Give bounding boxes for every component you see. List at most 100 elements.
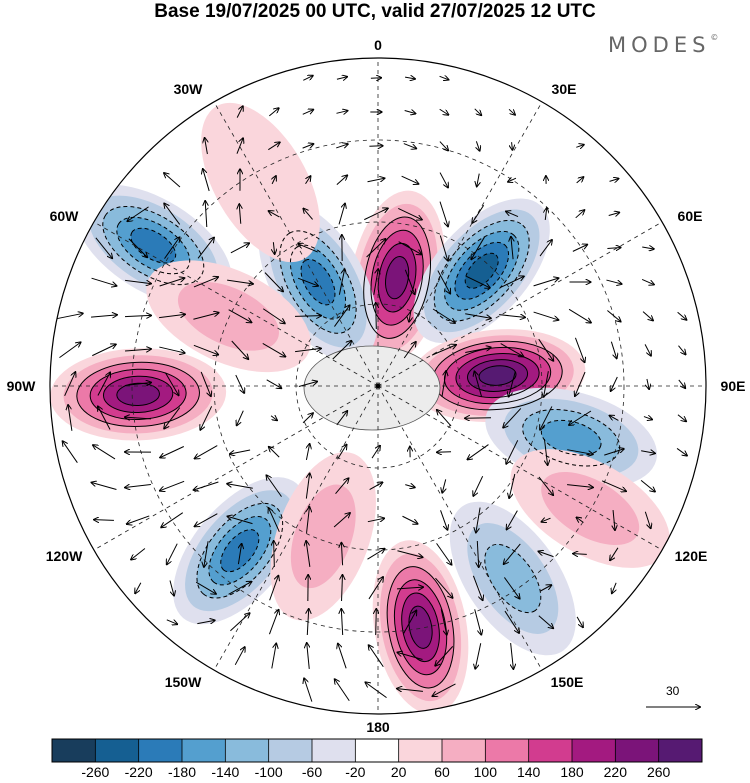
wind-arrow (612, 582, 617, 593)
lon-label-120w: 120W (45, 548, 83, 564)
wind-arrow (297, 277, 318, 286)
wind-arrow (164, 237, 179, 259)
wind-arrow (57, 313, 82, 320)
wind-arrow (678, 345, 685, 355)
wind-arrow (294, 316, 321, 317)
wind-arrow (573, 554, 587, 555)
wind-arrow (365, 682, 387, 699)
wind-arrow (397, 652, 423, 660)
wind-arrow (334, 305, 349, 327)
anomaly-center-5-negative (449, 501, 576, 656)
wind-arrow (167, 543, 178, 565)
wind-arrow (439, 141, 448, 151)
wind-arrow (369, 146, 382, 147)
wind-arrow (601, 480, 626, 491)
wind-arrow (396, 587, 423, 589)
wind-arrow (268, 610, 278, 635)
wind-arrow (338, 644, 347, 669)
wind-arrow (166, 619, 177, 624)
anomaly-band (541, 420, 602, 456)
anomaly-band (220, 529, 259, 572)
colorbar-tick-label: -220 (124, 764, 153, 780)
anomaly-contour-line (370, 229, 424, 326)
wind-arrow (542, 518, 551, 522)
wind-arrow (369, 645, 384, 668)
wind-arrow (262, 308, 285, 324)
wind-arrow (92, 344, 115, 357)
wind-arrow (477, 173, 479, 187)
south-pole-marker (375, 383, 381, 389)
wind-arrow (367, 549, 385, 560)
anomaly-contour-line (464, 252, 499, 289)
wind-arrow (567, 485, 593, 488)
wind-arrow (611, 376, 618, 391)
wind-arrow (678, 379, 685, 388)
wind-arrow (228, 582, 252, 595)
colorbar-swatch (485, 739, 529, 762)
wind-arrow (398, 241, 422, 255)
wind-arrow (197, 620, 214, 623)
wind-arrow (397, 550, 422, 557)
colorbar-swatch (615, 739, 659, 762)
anomaly-contour-line (102, 205, 205, 286)
wind-arrow (643, 417, 652, 420)
wind-arrow (433, 683, 456, 696)
wind-arrow (95, 237, 112, 258)
anomaly-contour-line (467, 359, 529, 392)
colorbar-swatch (312, 739, 356, 762)
wind-arrow (608, 212, 620, 215)
wind-arrow (401, 175, 419, 184)
wind-arrow (159, 314, 185, 319)
wind-arrow (169, 580, 174, 595)
wind-arrow (366, 239, 386, 258)
wind-arrow (642, 311, 653, 321)
wind-arrow (94, 520, 114, 521)
wind-arrow (302, 110, 313, 115)
wind-arrow (295, 348, 321, 353)
anomaly-band (479, 365, 517, 386)
wind-arrow (435, 577, 452, 598)
wind-arrow (609, 179, 619, 182)
colorbar-swatch (95, 739, 139, 762)
wind-arrow (204, 541, 209, 567)
anomaly-band (484, 544, 541, 613)
wind-arrow (607, 247, 620, 248)
wind-arrow (641, 278, 654, 284)
brand-text: MODES (608, 33, 711, 57)
lon-label-120e: 120E (674, 548, 708, 564)
wind-arrow (504, 543, 521, 564)
wind-arrow (507, 510, 518, 530)
wind-arrow (368, 577, 383, 600)
wind-arrow (403, 342, 416, 359)
wind-arrow (539, 240, 552, 257)
anomaly-band (116, 383, 160, 406)
wind-arrow (97, 373, 110, 396)
wind-arrow (298, 382, 317, 387)
wind-arrow (125, 383, 151, 386)
anomaly-contour-line (408, 605, 433, 649)
meridian-line (93, 385, 379, 551)
wind-arrow (540, 406, 553, 429)
wind-arrow (435, 646, 454, 665)
wind-arrow (342, 575, 343, 602)
wind-arrow (193, 344, 218, 354)
wind-arrow (227, 279, 253, 284)
wind-arrow (159, 278, 185, 287)
wind-arrow (164, 204, 181, 225)
anomaly-band (177, 281, 279, 351)
wind-arrow (405, 77, 415, 79)
colorbar-swatch (528, 739, 573, 762)
wind-arrow (540, 585, 552, 592)
anomaly-contour-line (386, 566, 455, 689)
wind-arrow (341, 609, 342, 636)
colorbar-swatch (398, 739, 443, 762)
wind-arrow (477, 540, 478, 567)
modes-logo: MODES© (608, 33, 718, 57)
wind-arrow (125, 484, 151, 487)
colorbar-tick-label: 260 (646, 764, 671, 780)
wind-arrow (91, 277, 117, 286)
wind-arrow (577, 518, 584, 523)
colorbar-tick-label: 180 (560, 764, 584, 780)
wind-arrow (499, 315, 525, 318)
wind-arrow (503, 408, 522, 427)
